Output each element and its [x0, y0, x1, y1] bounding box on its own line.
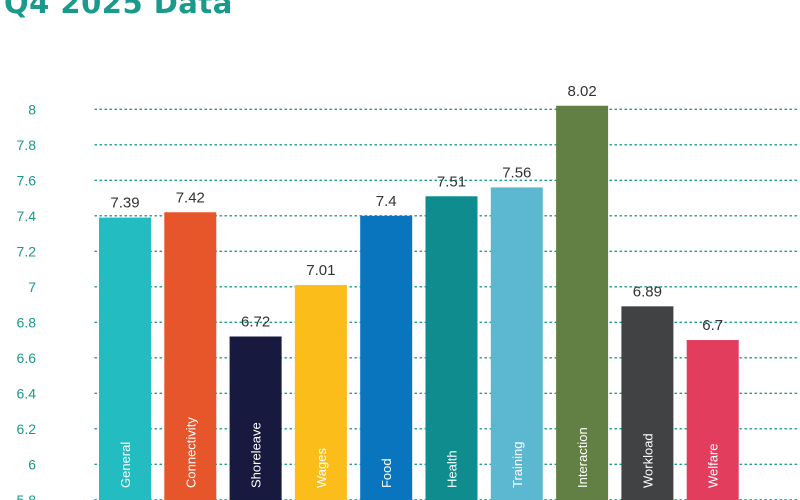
- category-label: Food: [379, 458, 394, 488]
- category-label: Health: [445, 450, 460, 488]
- y-tick-label: 6.8: [17, 314, 37, 330]
- y-axis-ticks: 5.8 6 6.2 6.4 6.6 6.8 7 7.2 7.4 7.6 7.8 8: [17, 101, 37, 500]
- y-tick-label: 6.6: [17, 350, 37, 366]
- bar-health: [425, 196, 478, 500]
- y-tick-label: 6.2: [17, 421, 37, 437]
- value-label: 6.89: [633, 283, 662, 300]
- y-tick-label: 7.2: [17, 243, 37, 259]
- bar-workload: [621, 306, 674, 500]
- category-label: Workload: [640, 433, 655, 488]
- y-tick-label: 5.8: [17, 492, 37, 500]
- category-label: General: [118, 442, 133, 488]
- category-label: Interaction: [575, 427, 590, 488]
- bar-interaction: [556, 105, 609, 500]
- value-labels: 7.39 7.42 6.72 7.01 7.4 7.51 7.56 8.02 6.89 6.7: [110, 83, 723, 334]
- value-label: 8.02: [567, 83, 596, 100]
- bar-connectivity: [164, 212, 217, 500]
- value-label: 7.01: [306, 262, 335, 279]
- category-label: Training: [510, 442, 525, 488]
- y-tick-label: 8: [28, 101, 36, 117]
- bar-shoreleave: [229, 336, 282, 500]
- value-label: 7.39: [110, 195, 139, 212]
- category-label: Connectivity: [183, 417, 198, 488]
- category-label: Shoreleave: [249, 422, 264, 488]
- bar-general: [99, 217, 151, 500]
- bar-training: [490, 187, 543, 500]
- value-label: 6.72: [241, 314, 270, 331]
- y-tick-label: 7.4: [17, 208, 37, 224]
- chart-title: Q4 2025 Data: [4, 0, 233, 20]
- y-tick-label: 6: [28, 456, 36, 472]
- bars: [99, 105, 739, 500]
- bar-food: [360, 215, 413, 500]
- y-tick-label: 6.4: [17, 385, 37, 401]
- category-labels: General Connectivity Shoreleave Wages Food He…: [118, 417, 721, 488]
- y-tick-label: 7.6: [17, 172, 37, 188]
- value-label: 7.42: [176, 189, 205, 206]
- bar-wages: [294, 285, 347, 500]
- value-label: 7.56: [502, 164, 531, 181]
- y-tick-label: 7: [28, 279, 36, 295]
- value-label: 7.51: [437, 173, 466, 190]
- value-label: 6.7: [702, 317, 723, 334]
- y-tick-label: 7.8: [17, 137, 37, 153]
- category-label: Wages: [314, 448, 329, 488]
- category-label: Welfare: [706, 443, 721, 488]
- value-label: 7.4: [376, 193, 397, 210]
- bar-welfare: [686, 340, 739, 500]
